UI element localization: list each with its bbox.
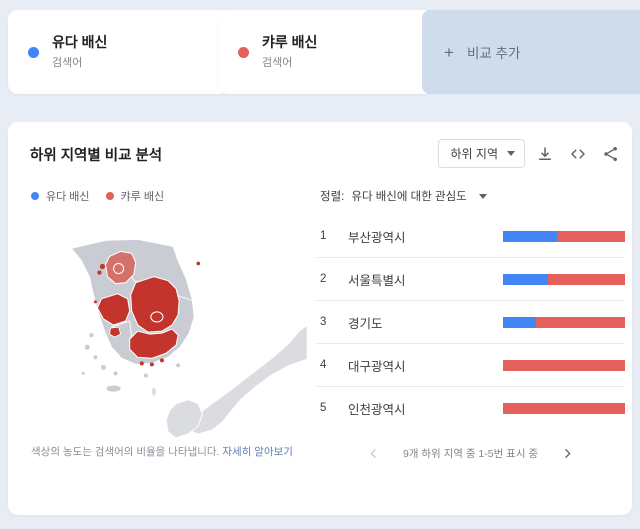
prev-page-button[interactable] [365,444,383,462]
chart-legend: 유다 배신 캬루 배신 [31,188,164,204]
pagination-label: 9개 하위 지역 중 1-5번 표시 중 [402,447,539,460]
next-page-button[interactable] [558,444,576,462]
map-region-daegu[interactable] [150,311,164,323]
region-bar [503,316,625,328]
region-row-5[interactable]: 5 인천광역시 [316,387,625,429]
bar-segment-term2 [535,316,625,328]
map-islets-south-highlighted [139,358,164,367]
bar-segment-term1 [503,273,549,285]
legend-dot-term1 [31,192,39,200]
bar-segment-term2 [503,402,625,414]
region-name: 인천광역시 [348,402,406,417]
bar-segment-term2 [548,273,625,285]
term-card-1[interactable]: 유다 배신 검색어 [8,10,230,94]
sort-prefix: 정렬: [320,191,345,203]
share-button[interactable] [598,141,624,167]
term1-label: 유다 배신 [52,34,108,51]
bar-segment-term2 [503,359,625,371]
region-list: 1 부산광역시 2 서울특별시 3 경기도 4 대구광역시 [316,215,625,429]
chevron-left-icon [371,448,377,458]
region-bar [503,359,625,371]
term2-type: 검색어 [262,56,293,69]
korea-map-svg [70,238,308,439]
region-level-value: 하위 지역 [450,147,499,161]
widget-title: 하위 지역별 비교 분석 [30,148,163,164]
chevron-down-icon [478,193,487,199]
map-region-small-inland[interactable] [109,326,122,338]
region-name: 부산광역시 [348,230,406,245]
map-region-gyeongnam[interactable] [129,328,179,359]
chevron-down-icon [507,151,515,156]
bar-segment-term1 [503,316,536,328]
learn-more-link[interactable]: 자세히 알아보기 [222,446,293,458]
map-islet-west [93,300,97,304]
region-name: 경기도 [348,316,383,331]
map-color-note: 색상의 농도는 검색어의 비율을 나타냅니다. 자세히 알아보기 [31,444,293,459]
legend-label-term1: 유다 배신 [46,191,90,203]
map-region-gyeongbuk[interactable] [130,276,180,333]
region-bar [503,273,625,285]
region-row-1[interactable]: 1 부산광역시 [316,215,625,258]
widget-actions: 하위 지역 [437,139,625,168]
sort-dropdown[interactable]: 정렬: 유다 배신에 대한 관심도 [320,188,487,204]
embed-button[interactable] [565,141,591,167]
region-rank: 5 [320,402,327,414]
region-row-4[interactable]: 4 대구광역시 [316,344,625,387]
chevron-right-icon [564,448,570,458]
share-icon [604,146,617,161]
region-bar [503,402,625,414]
term-card-2[interactable]: 캬루 배신 검색어 [218,10,434,94]
add-comparison-label: 비교 추가 [466,46,521,61]
region-rank: 2 [320,273,327,285]
term1-color-dot [28,46,39,58]
subregion-comparison-widget: 하위 지역별 비교 분석 하위 지역 [8,122,632,515]
legend-dot-term2 [105,192,114,200]
map-region-incheon[interactable] [97,263,106,275]
region-name: 서울특별시 [348,273,406,288]
sort-value: 유다 배신에 대한 관심도 [351,191,467,203]
map-note-text: 색상의 농도는 검색어의 비율을 나타냅니다. [31,446,220,458]
region-rank: 1 [320,230,327,242]
map-islands-southwest [81,333,181,392]
legend-item-term2: 캬루 배신 [105,188,165,204]
add-comparison-button[interactable]: + 비교 추가 [422,10,640,94]
korea-choropleth-map[interactable] [24,206,308,439]
map-japan-honshu [187,324,308,435]
region-row-2[interactable]: 2 서울특별시 [316,258,625,301]
region-rank: 4 [320,359,327,371]
download-button[interactable] [532,141,558,167]
list-pagination: 9개 하위 지역 중 1-5번 표시 중 [316,442,625,464]
region-level-dropdown[interactable]: 하위 지역 [437,139,525,168]
term2-color-dot [238,46,249,58]
legend-item-term1: 유다 배신 [31,188,90,204]
bar-segment-term2 [556,230,625,242]
region-name: 대구광역시 [348,359,406,374]
map-region-seoul[interactable] [113,262,125,275]
term2-label: 캬루 배신 [262,34,318,51]
legend-label-term2: 캬루 배신 [120,191,165,203]
term1-type: 검색어 [52,56,83,69]
map-region-chungnam[interactable] [96,293,131,326]
region-rank: 3 [320,316,327,328]
map-japan-kyushu [165,399,203,439]
download-icon [539,146,551,160]
region-bar [503,230,625,242]
map-region-ulleungdo [196,261,201,266]
bar-segment-term1 [503,230,557,242]
region-row-3[interactable]: 3 경기도 [316,301,625,344]
plus-icon: + [444,42,454,62]
map-japan-tsushima [151,387,156,396]
embed-code-icon [571,149,585,158]
